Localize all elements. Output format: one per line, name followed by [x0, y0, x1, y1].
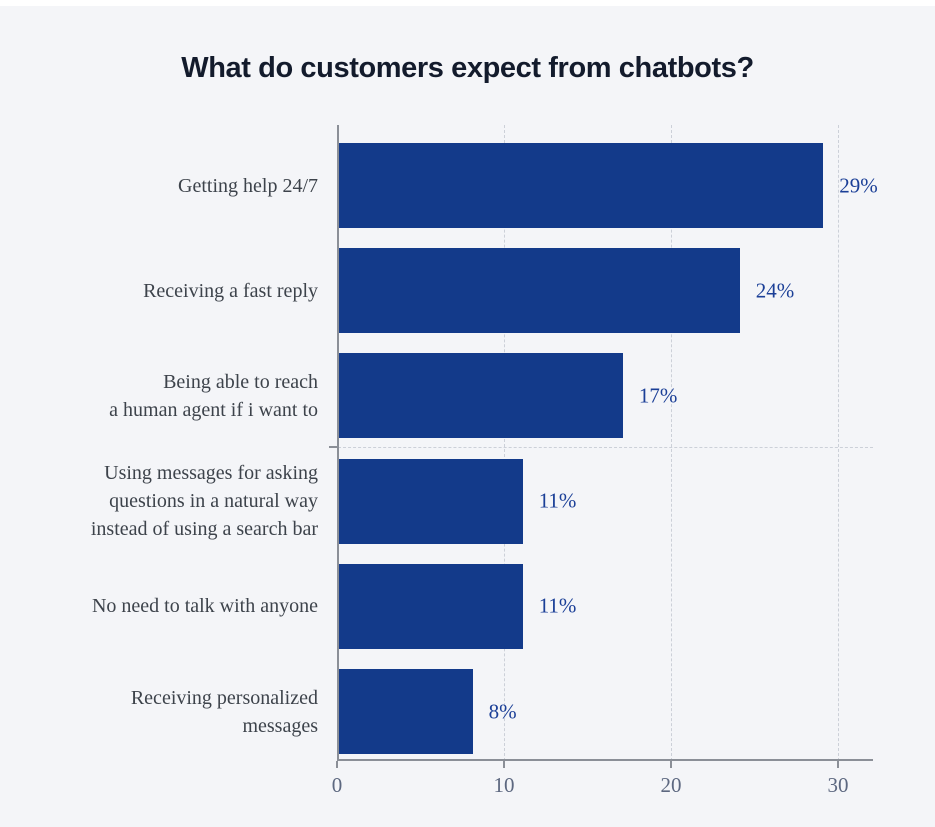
category-label-0: Getting help 24/7	[178, 174, 318, 197]
x-axis-tick-30	[837, 761, 839, 768]
gridline-vertical-20	[671, 125, 672, 761]
top-strip	[0, 0, 935, 6]
category-label-5: Receiving personalized messages	[130, 686, 318, 737]
y-axis-line	[337, 125, 339, 761]
value-label-4: 11%	[538, 593, 577, 618]
category-label-1: Receiving a fast reply	[143, 279, 318, 302]
bar-2[interactable]	[339, 353, 623, 439]
value-label-3: 11%	[538, 488, 577, 513]
x-tick-label-10: 10	[493, 773, 515, 797]
value-label-5: 8%	[488, 699, 517, 723]
gridline-vertical-30	[838, 125, 839, 761]
x-axis-tick-0	[336, 761, 338, 768]
bar-4[interactable]	[339, 563, 523, 649]
bar-5[interactable]	[339, 669, 473, 754]
value-label-2: 17%	[638, 383, 678, 408]
x-axis-tick-20	[670, 761, 672, 768]
x-axis-line	[337, 759, 873, 761]
gridline-horizontal-mid	[338, 447, 873, 448]
y-axis-mid-tick	[329, 446, 338, 448]
value-label-0: 29%	[839, 173, 878, 197]
category-label-4: No need to talk with anyone	[91, 595, 318, 618]
plot-area: 0 10 20 30	[329, 125, 873, 797]
value-label-1: 24%	[755, 278, 795, 303]
x-tick-label-30: 30	[827, 773, 849, 797]
x-axis-tick-10	[503, 761, 505, 768]
gridline-vertical-10	[504, 125, 505, 761]
chart-title: What do customers expect from chatbots?	[181, 52, 754, 84]
bar-1[interactable]	[339, 248, 740, 334]
bar-0[interactable]	[339, 143, 824, 228]
category-label-3: Using messages for asking questions in a…	[90, 462, 318, 541]
bar-3[interactable]	[339, 458, 523, 544]
category-label-2: Being able to reach a human agent if i w…	[109, 370, 318, 421]
x-tick-label-0: 0	[331, 773, 343, 797]
x-tick-label-20: 20	[660, 773, 682, 797]
